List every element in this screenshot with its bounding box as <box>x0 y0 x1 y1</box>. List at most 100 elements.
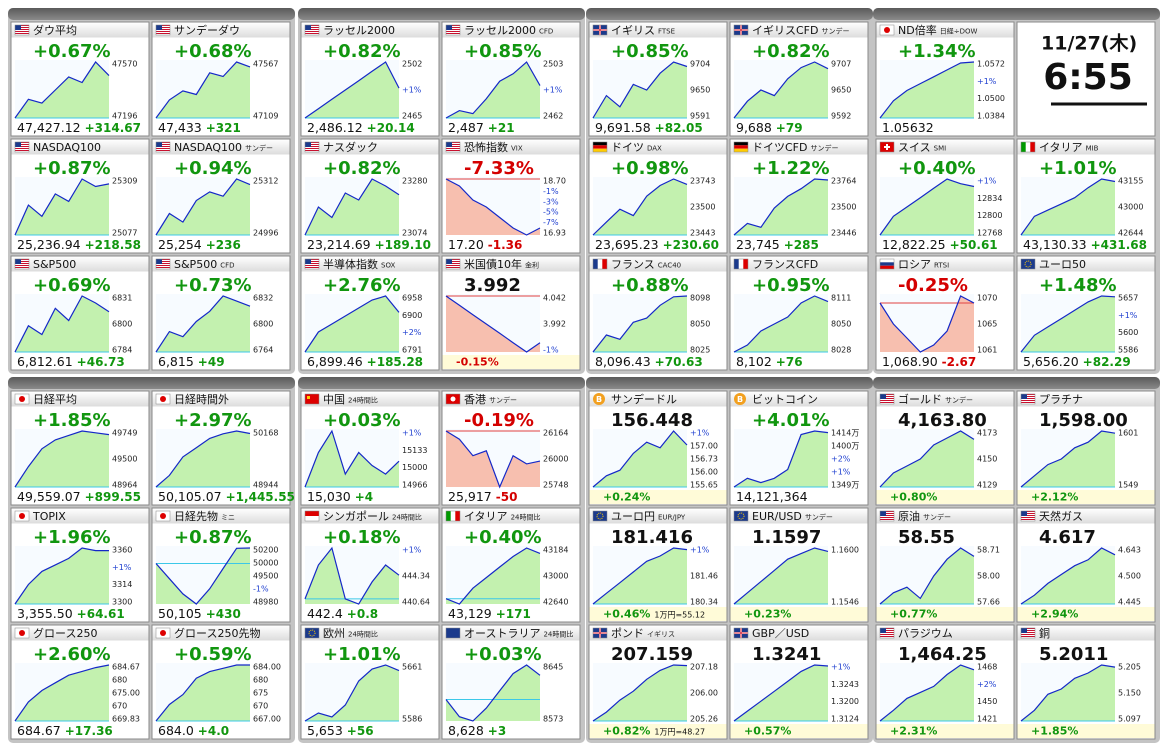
note: 1万円=55.12 <box>654 611 705 620</box>
flag-part <box>1021 513 1035 514</box>
chart-line <box>879 178 975 236</box>
flag-part <box>880 394 886 399</box>
chart-area <box>305 62 399 118</box>
flag-border <box>445 510 461 522</box>
diff: +171 <box>496 607 531 621</box>
diff: +430 <box>206 607 241 621</box>
tile-header <box>301 139 439 155</box>
axis-label: 1070 <box>977 294 997 303</box>
change: +0.68% <box>174 41 252 62</box>
axis-label: 15000 <box>402 463 427 472</box>
diff: -1.36 <box>488 238 523 252</box>
flag-part <box>740 25 742 35</box>
axis-label: 6800 <box>253 320 273 329</box>
flag-part <box>156 146 170 147</box>
axis-label: 25309 <box>112 177 137 186</box>
axis-label: 205.26 <box>690 715 718 724</box>
tile-name: 天然ガス <box>1039 509 1083 523</box>
tile-name: ビットコイン <box>752 393 818 406</box>
flag-part <box>1021 511 1035 512</box>
flag-part <box>593 142 607 146</box>
tile-name: スイス <box>898 141 931 154</box>
flag-part <box>1021 519 1035 520</box>
bottom-band <box>876 490 1014 504</box>
flag-part <box>15 142 21 147</box>
flag-border <box>155 510 171 522</box>
chart-area <box>156 179 250 235</box>
diff: +285 <box>784 238 819 252</box>
chart-area <box>734 179 828 235</box>
axis-label: 181.46 <box>690 572 718 581</box>
tile-header <box>301 508 439 524</box>
flag-part <box>880 511 894 512</box>
axis-label: 18.70 <box>543 177 566 186</box>
tile-header <box>152 256 290 272</box>
price: 14,121,364 <box>736 489 808 504</box>
flag-part <box>450 396 456 402</box>
flag-part <box>15 142 29 143</box>
tile-name: EUR/USD <box>752 510 802 523</box>
chart-line <box>445 547 541 605</box>
axis-label: 43000 <box>543 572 568 581</box>
axis-label: +1% <box>690 546 710 555</box>
tile-name: ラッセル2000 <box>323 24 395 37</box>
flag-part <box>446 31 460 32</box>
flag-part <box>599 628 601 638</box>
chart-area <box>15 179 109 235</box>
axis-label: 1414万 <box>831 429 859 438</box>
flag-part <box>15 148 29 149</box>
flag-part <box>1021 636 1035 637</box>
flag-part <box>305 33 319 34</box>
axis-label: 48980 <box>253 598 278 607</box>
change: +2.31% <box>890 725 937 738</box>
axis-label: +1% <box>690 429 710 438</box>
axis-label: 25312 <box>253 177 278 186</box>
change: +2.97% <box>174 410 252 431</box>
price: 8,628 <box>448 723 484 738</box>
change: +0.03% <box>323 410 401 431</box>
axis-label: +1% <box>112 563 132 572</box>
flag-border <box>733 258 749 270</box>
chart-line <box>592 547 688 605</box>
change: +0.03% <box>464 644 542 665</box>
axis-label: 684.67 <box>112 663 140 672</box>
axis-label: 57.66 <box>977 598 1000 607</box>
tile-tag: サンデー <box>245 144 273 153</box>
axis-label: 6800 <box>112 320 132 329</box>
price: 15,030 <box>307 489 351 504</box>
change: +0.82% <box>323 41 401 62</box>
flag-part <box>880 396 894 397</box>
flag-part <box>734 145 748 149</box>
axis-label: 3314 <box>112 580 132 589</box>
flag-part <box>446 25 452 30</box>
tile-header <box>152 625 290 641</box>
flag-part <box>446 261 460 262</box>
flag-border <box>304 141 320 153</box>
tile-tag: DAX <box>647 145 662 153</box>
axis-label: 156.73 <box>690 455 718 464</box>
axis-label: 1065 <box>977 320 997 329</box>
axis-label: 50200 <box>253 546 278 555</box>
axis-label: 12800 <box>977 211 1002 220</box>
flag-part <box>305 144 319 145</box>
axis-label: 667.00 <box>253 715 281 724</box>
tile-name: ロシア <box>898 258 931 271</box>
flag-part <box>305 267 319 268</box>
axis-label: 206.00 <box>690 689 718 698</box>
diff: +82.29 <box>1083 355 1131 369</box>
chart-line <box>733 547 829 605</box>
tile-name: TOPIX <box>32 510 66 523</box>
flag-part <box>1024 260 1032 268</box>
axis-label: 2465 <box>402 112 422 121</box>
flag-part <box>880 630 894 631</box>
tile-header <box>1017 139 1155 155</box>
panel-group-header <box>8 377 295 389</box>
flag-part <box>1021 142 1035 152</box>
change: +0.80% <box>890 491 937 504</box>
flag-part <box>1021 396 1035 397</box>
chart-line <box>304 61 400 119</box>
tile-name: 日経平均 <box>33 393 77 406</box>
axis-label: 4173 <box>977 429 997 438</box>
change: +0.85% <box>611 41 689 62</box>
diff: -2.67 <box>942 355 977 369</box>
